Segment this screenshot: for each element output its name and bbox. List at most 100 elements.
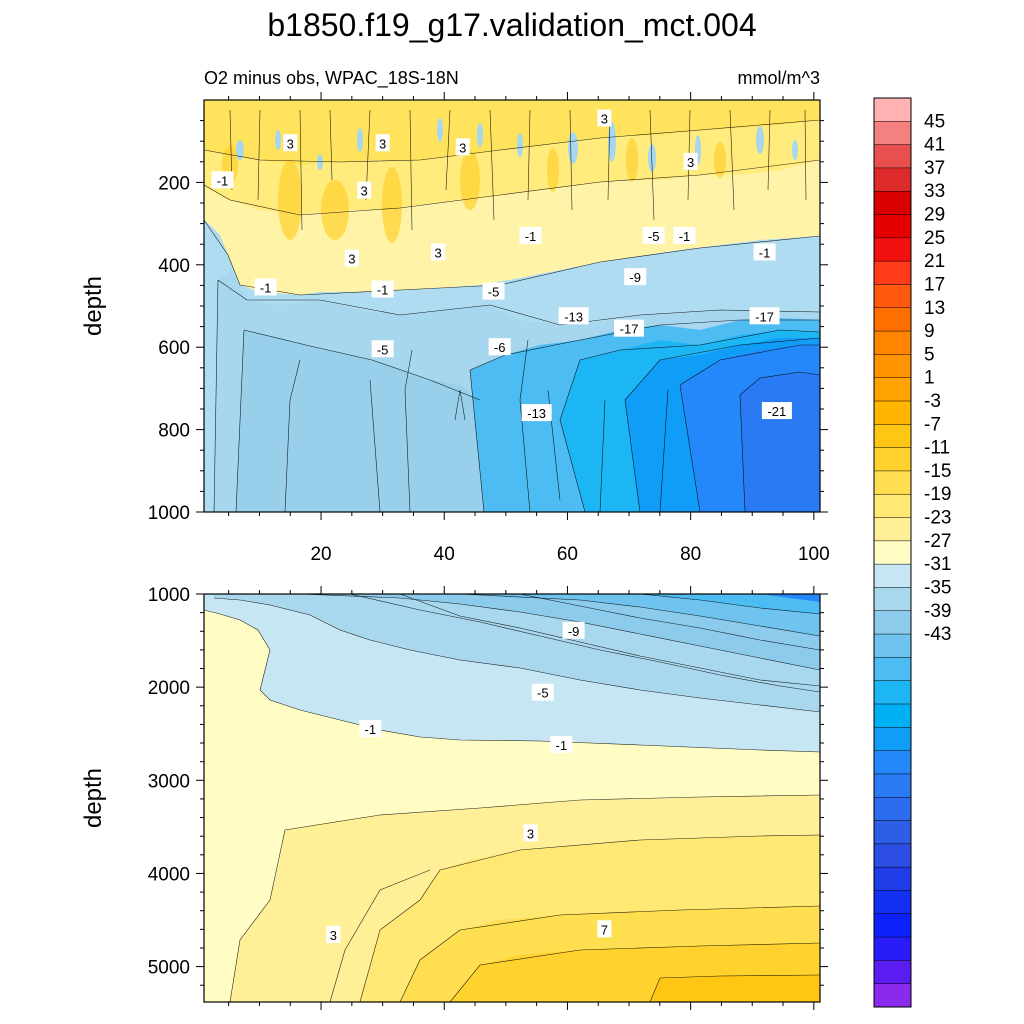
colorbar-label: 45 xyxy=(924,111,945,132)
colorbar-swatch xyxy=(874,261,911,285)
lower-ticks: 1000 2000 3000 4000 5000 xyxy=(148,585,828,1010)
lower-panel: 1000 2000 3000 4000 5000 -9 -5 -1 -1 3 3 7 depth xyxy=(80,585,828,1010)
upper-x-tick-label: 20 xyxy=(310,544,331,565)
contour-label: -1 xyxy=(365,722,377,737)
lower-y-tick-label: 4000 xyxy=(148,864,190,885)
colorbar-label: 37 xyxy=(924,158,945,179)
subtitle: O2 minus obs, WPAC_18S-18N xyxy=(204,68,459,89)
contour-label-bg xyxy=(326,925,341,943)
contour-label: -13 xyxy=(527,406,546,421)
colorbar-swatch xyxy=(874,820,911,845)
contour-label: 3 xyxy=(361,184,368,199)
contour-label-bg xyxy=(624,268,647,286)
contour-label: 3 xyxy=(434,245,441,260)
colorbar-label: -3 xyxy=(924,391,941,412)
colorbar-swatch xyxy=(874,983,911,1008)
upper-x-tick-label: 80 xyxy=(680,544,701,565)
contour-label-bg xyxy=(531,683,554,701)
colorbar-swatch xyxy=(874,680,911,705)
colorbar-swatch xyxy=(874,494,911,519)
colorbar-label: -27 xyxy=(924,531,951,552)
contour-label: 7 xyxy=(601,922,608,937)
upper-x-tick-label: 40 xyxy=(434,544,455,565)
colorbar-label: -31 xyxy=(924,554,951,575)
colorbar-frame xyxy=(873,97,912,1008)
colorbar-swatch xyxy=(874,773,911,798)
contour-label: -1 xyxy=(679,229,691,244)
contour-label: 3 xyxy=(330,928,337,943)
upper-y-tick-label: 1000 xyxy=(148,503,190,524)
contour-label-bg xyxy=(523,824,538,842)
lower-y-tick-label: 2000 xyxy=(148,678,190,699)
colorbar-swatch xyxy=(874,121,911,146)
contour-label-bg xyxy=(283,134,298,152)
colorbar-swatch xyxy=(874,704,911,728)
contour-label-bg xyxy=(431,243,446,261)
colorbar-swatch xyxy=(874,797,911,822)
colorbar-swatch xyxy=(874,98,911,122)
contour-label: -1 xyxy=(377,283,389,298)
colorbar-swatch xyxy=(874,307,911,332)
colorbar-swatch xyxy=(874,331,911,355)
contour-label-bg xyxy=(753,243,776,261)
contour-label: -5 xyxy=(648,229,660,244)
colorbar-swatch xyxy=(874,587,911,612)
colorbar-swatch xyxy=(874,913,911,938)
colorbar-label: 9 xyxy=(924,321,935,342)
contour-label: -1 xyxy=(759,245,771,260)
colorbar-swatch xyxy=(874,540,911,565)
upper-y-tick-label: 200 xyxy=(158,173,190,194)
contour-label: -5 xyxy=(537,686,549,701)
contour-label-bg xyxy=(254,278,277,296)
colorbar-label: 29 xyxy=(924,205,945,226)
colorbar-swatch xyxy=(874,424,911,449)
units-label: mmol/m^3 xyxy=(738,68,820,88)
upper-contour-labels: 3 3 333-133 3-1 -5 -1-1-1 -1 -5-9-13-17-17-5 -6-… xyxy=(211,109,792,422)
contour-label-bg xyxy=(614,319,645,337)
colorbar-label: 41 xyxy=(924,135,945,156)
lower-plot-frame xyxy=(203,593,821,1003)
contour-label-bg xyxy=(482,282,505,300)
colorbar-swatch xyxy=(874,470,911,495)
contour-label-bg xyxy=(673,226,696,244)
colorbar-label: 33 xyxy=(924,181,945,202)
colorbar-label: -19 xyxy=(924,484,951,505)
colorbar-swatch xyxy=(874,144,911,169)
contour-label: -1 xyxy=(217,173,229,188)
contour-label-bg xyxy=(371,280,394,298)
contour-label: -17 xyxy=(620,322,639,337)
colorbar-label: -43 xyxy=(924,624,951,645)
contour-label: -1 xyxy=(525,229,537,244)
colorbar-swatch xyxy=(874,354,911,379)
colorbar-swatch xyxy=(874,727,911,752)
colorbar-swatch xyxy=(874,214,911,239)
contour-label-bg xyxy=(749,307,780,325)
contour-label: 3 xyxy=(287,136,294,151)
main-title: b1850.f19_g17.validation_mct.004 xyxy=(267,7,756,43)
contour-label: -6 xyxy=(494,340,506,355)
colorbar-swatch xyxy=(874,517,911,542)
colorbar-swatch xyxy=(874,960,911,985)
upper-y-tick-label: 400 xyxy=(158,256,190,277)
contour-label: -1 xyxy=(260,280,272,295)
contour-label: 3 xyxy=(527,826,534,841)
contour-label: -9 xyxy=(568,624,580,639)
colorbar-label: -7 xyxy=(924,414,941,435)
contour-label-bg xyxy=(521,404,552,422)
colorbar-label: -11 xyxy=(924,438,950,459)
contour-label: -17 xyxy=(755,309,774,324)
colorbar-swatch xyxy=(874,191,911,216)
lower-y-tick-label: 3000 xyxy=(148,771,190,792)
contour-label: 3 xyxy=(459,140,466,155)
contour-label-bg xyxy=(519,226,542,244)
colorbar-label: 1 xyxy=(924,368,935,389)
upper-ticks: 200 400 600 800 1000 20 40 60 80 100 xyxy=(148,92,830,565)
upper-x-tick-label: 60 xyxy=(557,544,578,565)
lower-y-tick-label: 5000 xyxy=(148,958,190,979)
upper-y-tick-label: 600 xyxy=(158,338,190,359)
colorbar-swatch xyxy=(874,447,911,472)
contour-label-bg xyxy=(211,171,234,189)
contour-label-bg xyxy=(359,720,382,738)
